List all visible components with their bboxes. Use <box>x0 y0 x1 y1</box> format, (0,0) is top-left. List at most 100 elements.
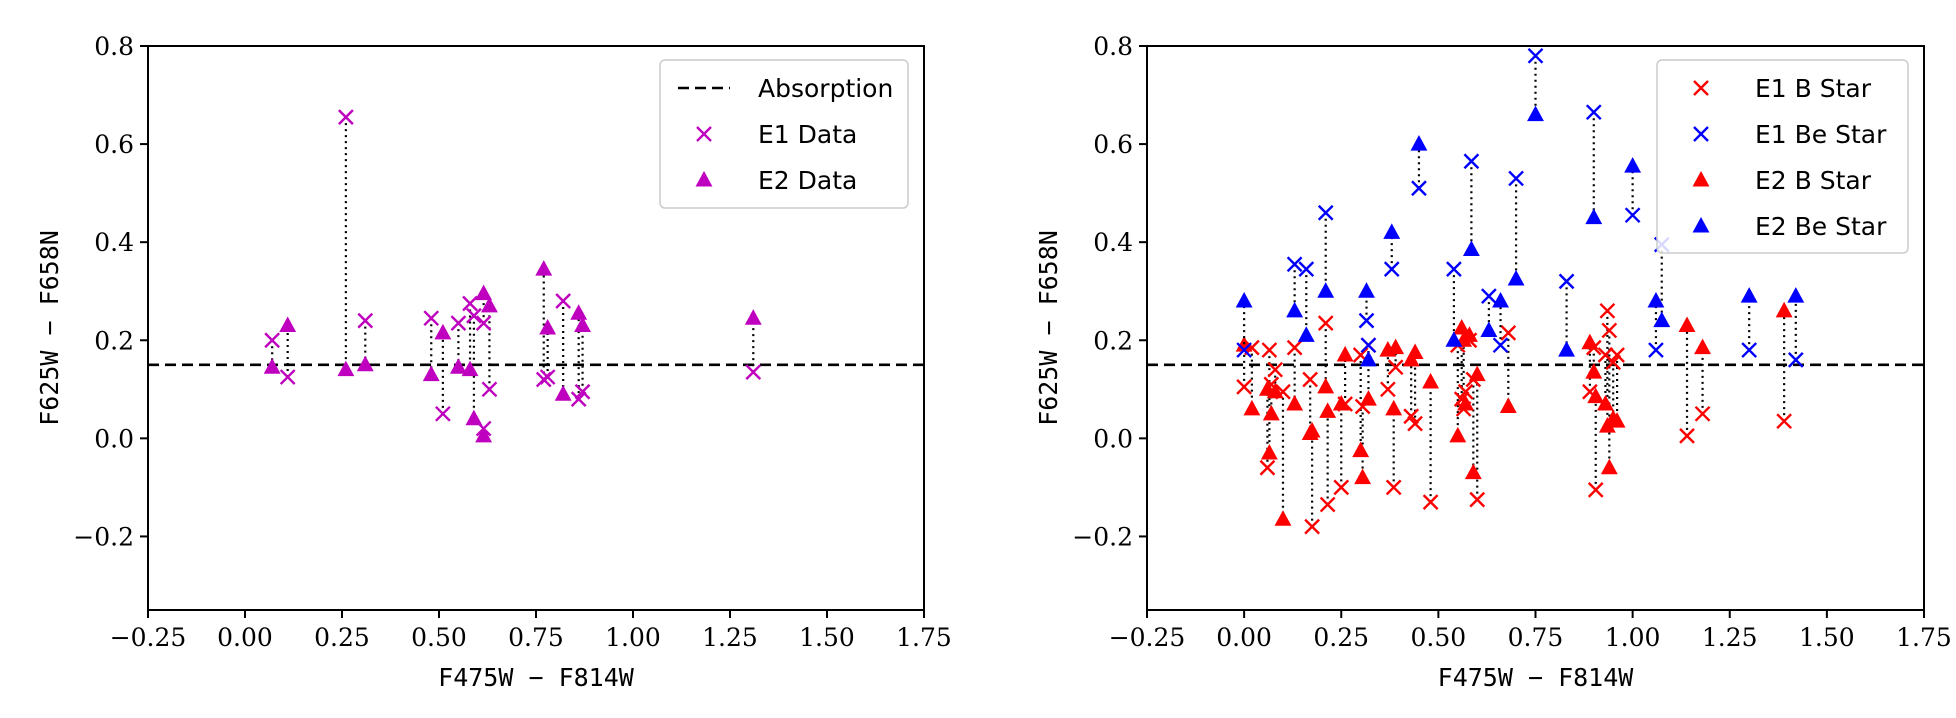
e1-point <box>1403 408 1420 425</box>
legend-label: E1 Be Star <box>1755 120 1887 149</box>
e1-point-stroke-b <box>357 312 374 329</box>
e2-point <box>263 358 281 374</box>
legend: Absorption E1 Data E2 Data <box>659 59 909 209</box>
e1-point-stroke-b <box>1492 337 1509 354</box>
e1-point-stroke-b <box>1776 413 1792 430</box>
e1-point <box>1457 383 1474 400</box>
e1-point <box>1624 207 1641 224</box>
e1-point <box>357 312 374 329</box>
x-tick-label: 0.50 <box>1411 623 1467 652</box>
e1-point <box>1304 518 1320 535</box>
e1-point <box>1261 342 1278 358</box>
legend-label: E2 B Star <box>1755 166 1872 195</box>
x-tick-label: 0.75 <box>1508 623 1564 652</box>
e2-point <box>1453 318 1471 335</box>
e1-point <box>1422 494 1439 510</box>
right-scatter-panel: −0.25 0.00 0.25 0.50 0.75 1.00 1.25 1.50 1.75 −0.… <box>1034 32 1952 692</box>
y-axis-label: F625W − F658N <box>1034 230 1063 426</box>
e2-point <box>1694 338 1711 355</box>
e1-point <box>1360 337 1377 354</box>
e1-point-stroke-b <box>1275 383 1291 400</box>
e2-point <box>1387 338 1405 355</box>
e2-point <box>554 385 572 401</box>
e1-point-stroke-b <box>1302 371 1319 388</box>
e1-point-stroke-b <box>1741 342 1758 358</box>
series-be-star <box>1235 47 1805 368</box>
e2-point <box>1303 421 1321 438</box>
e1-point-stroke-b <box>1263 376 1280 393</box>
e1-point-stroke-b <box>1679 428 1695 444</box>
e1-point-stroke-b <box>570 391 587 407</box>
e1-point-stroke-b <box>1694 405 1711 422</box>
x-tick-label: −0.25 <box>110 623 187 652</box>
e1-point <box>1385 479 1402 496</box>
x-tick-label: 0.50 <box>411 623 467 652</box>
x-tick-label: −0.25 <box>1109 623 1186 652</box>
e1-point <box>423 310 440 327</box>
e2-point <box>1274 510 1292 526</box>
e1-point-stroke-b <box>1383 261 1400 277</box>
legend-x-handle-stroke-b <box>696 126 712 142</box>
y-tick-label: −0.2 <box>1072 522 1133 551</box>
x-tick-label: 1.75 <box>1896 623 1952 652</box>
e1-point-stroke-b <box>1648 342 1664 358</box>
e2-point <box>1319 402 1337 418</box>
e1-point <box>1508 170 1524 187</box>
e2-point <box>1297 326 1315 342</box>
e1-point <box>338 109 354 125</box>
e1-point <box>1469 491 1486 508</box>
x-tick-label: 0.00 <box>217 623 273 652</box>
e1-point <box>1787 352 1804 368</box>
e1-point <box>475 315 492 331</box>
x-tick-label: 1.25 <box>1702 623 1758 652</box>
legend-label: Absorption <box>758 74 893 103</box>
e2-point <box>539 318 557 335</box>
legend-label: E2 Data <box>758 166 857 195</box>
e1-point-stroke-b <box>1605 354 1622 371</box>
e1-point <box>1446 261 1462 277</box>
e2-point <box>1317 377 1335 394</box>
e1-point-stroke-b <box>1267 361 1284 378</box>
y-tick-label: 0.2 <box>94 326 134 355</box>
e1-point <box>1407 415 1423 432</box>
x-axis-label: F475W − F814W <box>438 663 635 692</box>
e2-point <box>337 360 355 377</box>
legend-x-handle <box>1693 80 1709 96</box>
e1-point <box>475 420 492 437</box>
e1-point-stroke-b <box>475 420 492 437</box>
e2-point <box>475 284 493 301</box>
e1-point-stroke-b <box>1527 47 1544 64</box>
legend-x-handle-stroke-b <box>1693 80 1709 96</box>
x-tick-label: 0.00 <box>1216 623 1272 652</box>
e1-point <box>1694 405 1711 422</box>
e1-point <box>1481 288 1497 304</box>
legend-triangle-handle <box>1692 170 1710 187</box>
e1-point <box>1599 302 1616 319</box>
e2-point <box>434 323 452 340</box>
e2-point <box>1775 301 1793 318</box>
e1-point-stroke-b <box>1599 302 1616 319</box>
e1-point <box>1319 496 1336 513</box>
e2-point <box>1558 341 1576 357</box>
e1-point-stroke-b <box>1304 518 1320 535</box>
y-tick-label: 0.6 <box>94 130 134 159</box>
e2-point <box>1383 223 1401 239</box>
e1-point <box>462 295 478 312</box>
e1-point-stroke-b <box>338 109 354 125</box>
e2-point <box>1358 282 1375 298</box>
x-tick-label: 1.50 <box>799 623 855 652</box>
e1-point-stroke-b <box>481 381 498 398</box>
e1-point-stroke-b <box>1358 312 1375 329</box>
y-tick-label: −0.2 <box>73 522 134 551</box>
e1-point-stroke-b <box>1558 273 1575 290</box>
legend: E1 B Star E1 Be Star E2 B Star E2 Be Star <box>1656 59 1909 254</box>
e1-point-stroke-b <box>1457 383 1474 400</box>
e2-point <box>1360 350 1377 367</box>
x-tick-label: 0.25 <box>314 623 370 652</box>
e2-point <box>1624 157 1642 173</box>
x-tick-label: 0.25 <box>1313 623 1369 652</box>
x-tick-label: 1.25 <box>702 623 758 652</box>
e2-point <box>574 316 592 333</box>
e2-point <box>1286 301 1304 318</box>
